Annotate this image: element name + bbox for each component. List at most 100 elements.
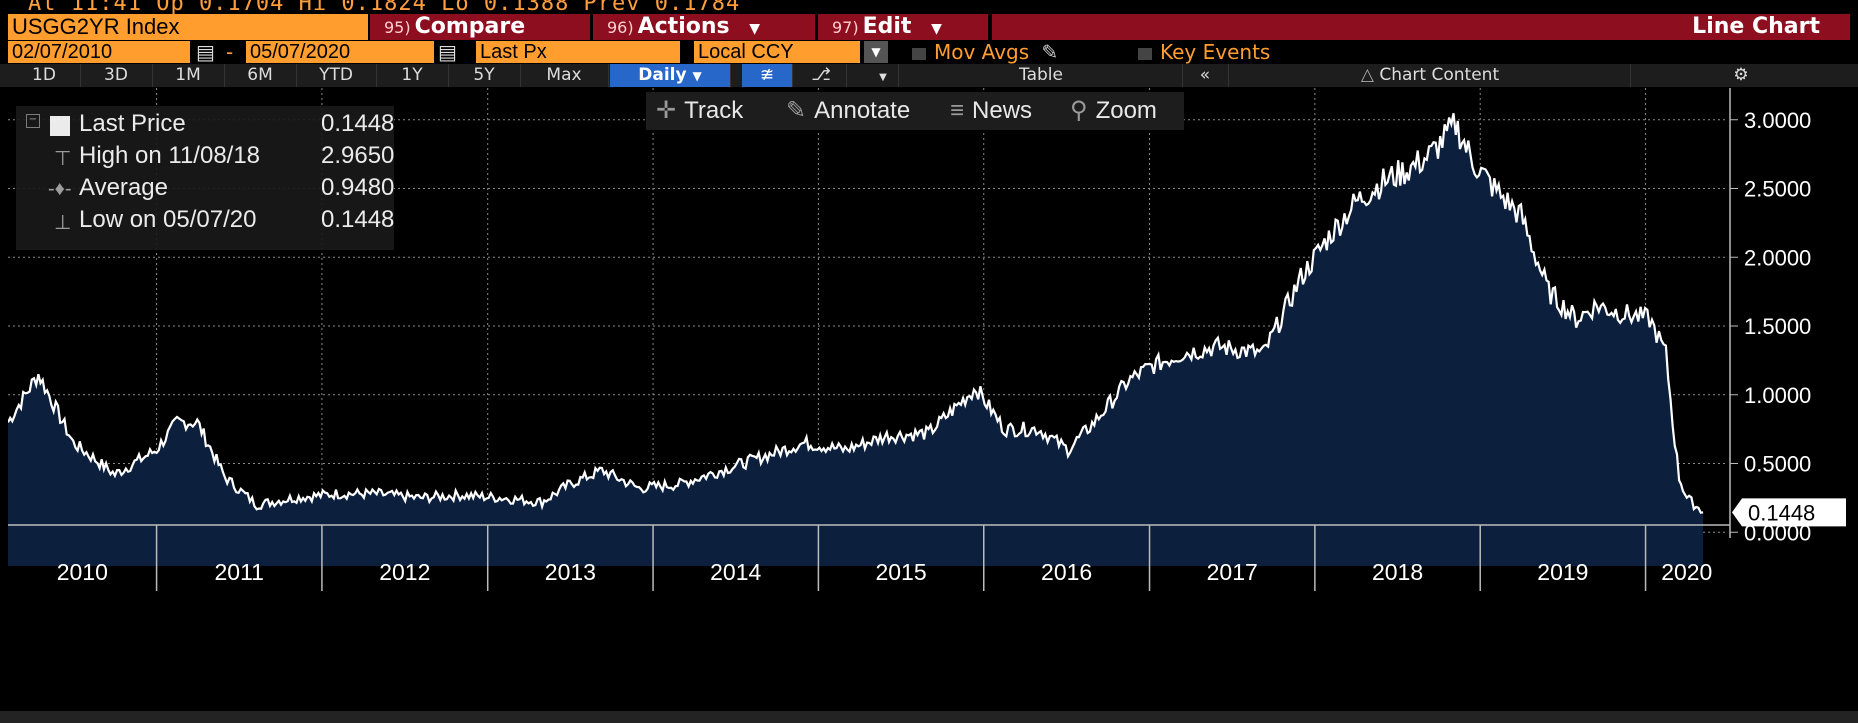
- y-tick-label: 2.5000: [1744, 177, 1811, 202]
- chevron-down-icon: ▼: [749, 21, 761, 37]
- chevron-down-icon[interactable]: ▼: [868, 64, 899, 87]
- compare-button[interactable]: 95) Compare: [370, 14, 590, 40]
- chevron-down-icon: ▼: [931, 21, 942, 37]
- chart-type-title: Line Chart: [992, 14, 1850, 40]
- x-tick-label: 2020: [1661, 559, 1712, 585]
- high-marker-icon: ⊤: [54, 148, 72, 170]
- frequency-label: Daily: [638, 65, 687, 85]
- legend-average: -♦- Average 0.9480: [16, 174, 394, 206]
- magnifier-icon: ⚲: [1070, 97, 1088, 124]
- collapse-icon[interactable]: «: [1182, 64, 1229, 87]
- key-events-label: Key Events: [1160, 40, 1271, 64]
- chart-content-icon: △: [1360, 65, 1374, 85]
- chart-content-button[interactable]: △ Chart Content: [1230, 64, 1631, 87]
- range-6m-button[interactable]: 6M: [224, 64, 297, 87]
- key-events-toggle[interactable]: Key Events: [1138, 41, 1270, 63]
- track-label: Track: [684, 97, 744, 124]
- low-marker-icon: ⊥: [54, 212, 72, 234]
- zoom-button[interactable]: ⚲ Zoom: [1070, 92, 1157, 130]
- status-line-text: At 11:41 Op 0.1704 Hi 0.1824 Lo 0.1388 P…: [28, 0, 741, 14]
- y-tick-label: 1.0000: [1744, 383, 1811, 408]
- edit-button[interactable]: 97) Edit ▼: [818, 14, 988, 40]
- x-tick-label: 2014: [710, 559, 761, 585]
- y-tick-label: 1.5000: [1744, 314, 1811, 339]
- annotate-button[interactable]: ✎ Annotate: [786, 92, 910, 130]
- pencil-icon: ✎: [1041, 40, 1059, 64]
- last-value-text: 0.1448: [1748, 500, 1815, 525]
- series-area: [8, 113, 1704, 567]
- line-chart[interactable]: 3.00002.50002.00001.50001.00000.50000.00…: [8, 88, 1850, 711]
- chart-toolbar: ✛ Track ✎ Annotate ≡ News ⚲ Zoom: [646, 92, 1184, 130]
- collapse-legend-icon[interactable]: −: [26, 114, 40, 128]
- legend-high-value: 2.9650: [321, 142, 395, 169]
- legend-low: ⊥ Low on 05/07/20 0.1448: [16, 206, 394, 238]
- legend-last-label: Last Price: [79, 110, 186, 137]
- x-tick-label: 2016: [1041, 559, 1092, 585]
- bar-chart-icon[interactable]: ⎇: [796, 64, 847, 87]
- line-chart-icon[interactable]: ≇: [742, 64, 793, 87]
- frequency-select[interactable]: Daily ▼: [610, 64, 731, 87]
- legend-low-value: 0.1448: [321, 206, 395, 233]
- range-3d-button[interactable]: 3D: [80, 64, 153, 87]
- date-separator: -: [226, 40, 234, 64]
- ticker-field[interactable]: USGG2YR Index: [8, 14, 368, 40]
- chart-legend: − Last Price 0.1448 ⊤ High on 11/08/18 2…: [16, 106, 394, 250]
- edit-label: Edit: [862, 14, 912, 39]
- legend-last-price[interactable]: Last Price 0.1448: [16, 110, 394, 142]
- last-value-label: 0.1448: [1732, 498, 1846, 527]
- bottom-status-bar: [0, 711, 1858, 723]
- x-tick-label: 2018: [1372, 559, 1423, 585]
- actions-button[interactable]: 96) Actions ▼: [593, 14, 815, 40]
- chart-content-label: Chart Content: [1379, 65, 1500, 85]
- range-ytd-button[interactable]: YTD: [296, 64, 377, 87]
- checkbox-icon: [1138, 47, 1152, 60]
- legend-low-label: Low on 05/07/20: [79, 206, 257, 233]
- actions-shortcut: 96): [607, 18, 634, 37]
- mov-avgs-toggle[interactable]: Mov Avgs ✎: [912, 41, 1058, 63]
- gear-icon[interactable]: ⚙: [1733, 65, 1749, 85]
- legend-average-value: 0.9480: [321, 174, 395, 201]
- calendar-icon[interactable]: ▤: [196, 40, 215, 64]
- edit-shortcut: 97): [832, 18, 859, 37]
- crosshair-icon: ✛: [656, 97, 677, 124]
- field-select[interactable]: Last Px: [476, 41, 680, 63]
- table-button[interactable]: Table: [900, 64, 1183, 87]
- y-axis: 3.00002.50002.00001.50001.00000.50000.00…: [1729, 88, 1811, 545]
- x-tick-label: 2017: [1207, 559, 1258, 585]
- range-1d-button[interactable]: 1D: [8, 64, 81, 87]
- x-tick-label: 2015: [875, 559, 926, 585]
- calendar-icon[interactable]: ▤: [438, 40, 457, 64]
- legend-last-value: 0.1448: [321, 110, 395, 137]
- header-bar: USGG2YR Index 95) Compare 96) Actions ▼ 97…: [0, 14, 1858, 40]
- start-date-input[interactable]: 02/07/2010: [8, 41, 190, 63]
- y-tick-label: 0.5000: [1744, 452, 1811, 477]
- y-tick-label: 2.0000: [1744, 245, 1811, 270]
- y-tick-label: 3.0000: [1744, 108, 1811, 133]
- x-tick-label: 2012: [379, 559, 430, 585]
- actions-label: Actions: [637, 14, 730, 39]
- x-axis: 2010 2011 2012 2013 2014 2015 2016 2017 2018 2019…: [8, 524, 1730, 591]
- range-5y-button[interactable]: 5Y: [448, 64, 521, 87]
- last-value-box: [1732, 498, 1846, 527]
- news-icon: ≡: [950, 97, 965, 124]
- mov-avgs-label: Mov Avgs: [934, 40, 1030, 64]
- end-date-input[interactable]: 05/07/2020: [246, 41, 434, 63]
- range-1m-button[interactable]: 1M: [152, 64, 225, 87]
- currency-select[interactable]: Local CCY: [694, 41, 860, 63]
- news-label: News: [972, 97, 1033, 124]
- x-tick-label: 2013: [545, 559, 596, 585]
- chevron-down-icon: ▼: [692, 69, 702, 83]
- series-line-last-price: [8, 113, 1704, 514]
- track-button[interactable]: ✛ Track: [656, 92, 743, 130]
- x-tick-label: 2010: [57, 559, 108, 585]
- top-status-line: At 11:41 Op 0.1704 Hi 0.1824 Lo 0.1388 P…: [0, 0, 1858, 14]
- controls-bar: 02/07/2010 ▤ - 05/07/2020 ▤ Last Px Loca…: [0, 41, 1858, 64]
- range-max-button[interactable]: Max: [520, 64, 609, 87]
- news-button[interactable]: ≡ News: [950, 92, 1032, 130]
- chevron-down-icon[interactable]: ▼: [864, 41, 888, 63]
- range-1y-button[interactable]: 1Y: [376, 64, 449, 87]
- legend-high: ⊤ High on 11/08/18 2.9650: [16, 142, 394, 174]
- average-marker-icon: -♦-: [48, 178, 72, 200]
- annotate-label: Annotate: [814, 97, 911, 124]
- compare-label: Compare: [414, 14, 526, 39]
